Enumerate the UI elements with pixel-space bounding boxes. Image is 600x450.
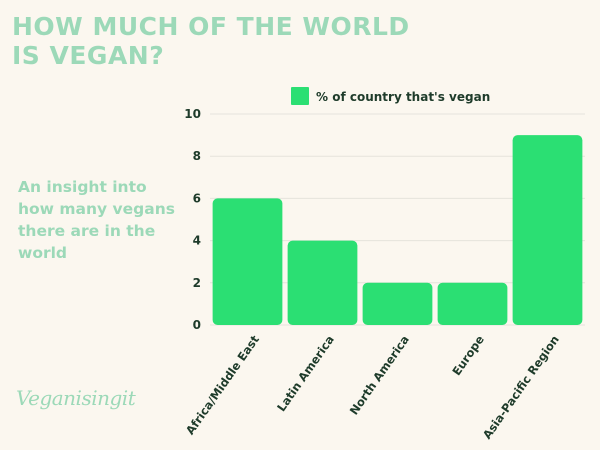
bar bbox=[362, 282, 433, 325]
y-tick-label: 0 bbox=[193, 318, 201, 332]
chart-title: HOW MUCH OF THE WORLD IS VEGAN? bbox=[12, 12, 432, 70]
brand-logo: Veganisingit bbox=[16, 386, 136, 410]
title-line-1: HOW MUCH OF THE WORLD bbox=[12, 12, 410, 41]
bar bbox=[437, 282, 508, 325]
x-category-label: Europe bbox=[449, 333, 487, 379]
title-line-2: IS VEGAN? bbox=[12, 41, 165, 70]
bars bbox=[212, 135, 583, 325]
bar bbox=[212, 198, 283, 325]
x-category-label: Africa/Middle East bbox=[183, 332, 262, 437]
x-category-label: Latin America bbox=[274, 333, 337, 414]
x-axis-categories: Africa/Middle East Latin America North Ame… bbox=[183, 332, 562, 441]
legend: % of country that's vegan bbox=[291, 87, 490, 105]
legend-label: % of country that's vegan bbox=[316, 90, 490, 104]
x-category-label: Asia-Pacific Region bbox=[480, 333, 562, 442]
chart-subtitle: An insight into how many vegans there ar… bbox=[18, 178, 175, 262]
y-tick-label: 2 bbox=[193, 276, 201, 290]
bar bbox=[287, 240, 358, 325]
y-tick-label: 6 bbox=[193, 191, 201, 205]
y-tick-label: 8 bbox=[193, 149, 201, 163]
y-tick-label: 4 bbox=[193, 234, 201, 248]
legend-swatch bbox=[291, 87, 309, 105]
y-axis-ticks: 0 2 4 6 8 10 bbox=[184, 107, 201, 332]
y-tick-label: 10 bbox=[184, 107, 201, 121]
bar bbox=[512, 135, 583, 325]
x-category-label: North America bbox=[347, 333, 412, 418]
